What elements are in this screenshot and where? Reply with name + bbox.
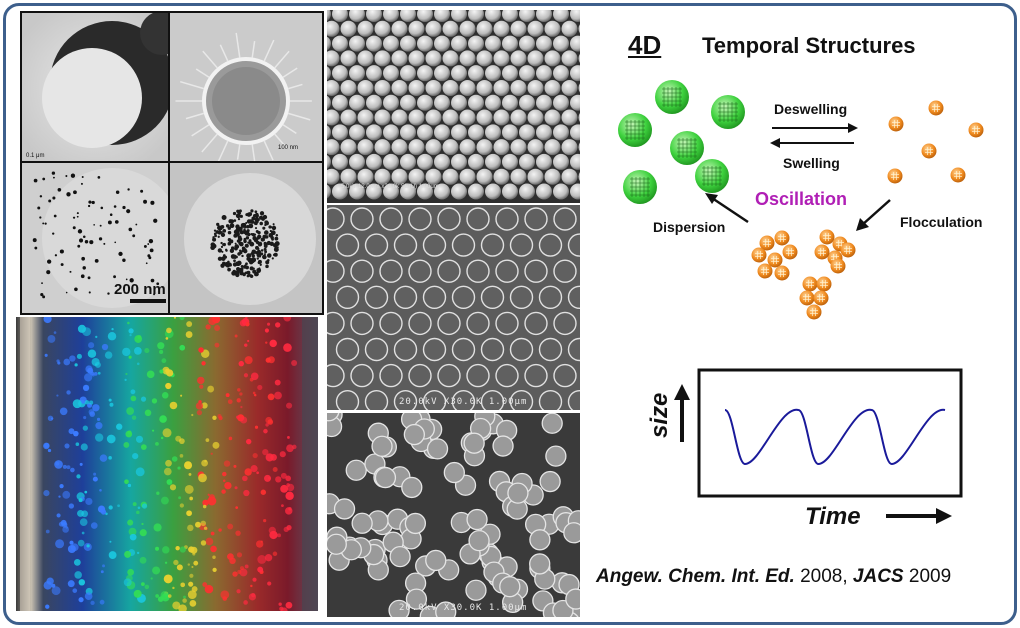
sem-image-ordered-rings: 20.0kV X30.0K 1.00μm — [327, 205, 580, 410]
tem-scale-label-2: 100 nm — [278, 145, 299, 151]
tem-image-spiky-sphere: 100 nm — [168, 11, 324, 165]
size-oscillation-curve — [724, 408, 946, 466]
collapsed-microgel — [806, 304, 822, 320]
tem-image-hollow-sphere: 0.1 μm — [20, 11, 172, 165]
citation-year-2: 2009 — [908, 566, 952, 587]
collapsed-microgel — [751, 247, 767, 263]
collapsed-microgel — [799, 290, 815, 306]
collapsed-microgel — [813, 290, 829, 306]
label-deswelling: Deswelling — [774, 101, 848, 117]
plot-xlabel: Time — [805, 503, 861, 530]
collapsed-microgel — [830, 258, 846, 274]
collapsed-microgel — [928, 100, 944, 116]
citation: Angew. Chem. Int. Ed. 2008, JACS 2009 — [596, 566, 951, 588]
collapsed-microgel — [840, 242, 856, 258]
tem-scale-label-1: 0.1 μm — [26, 153, 45, 159]
collapsed-microgel — [802, 276, 818, 292]
deswelling-arrow — [772, 123, 858, 133]
collapsed-microgel — [816, 276, 832, 292]
size-time-plot — [674, 368, 963, 524]
sem-image-close-packed-spheres: 5.0kV 12.0mm x20.0k SE(U) 1.00μm — [327, 10, 580, 203]
tem-image-particle-cluster — [168, 161, 324, 315]
collapsed-microgel — [888, 116, 904, 132]
sem-info-label-3: 20.0kV X30.0K 1.00μm — [399, 603, 528, 613]
collapsed-microgel — [757, 263, 773, 279]
tem-image-nanoparticles: 200 nm — [20, 161, 172, 315]
label-flocculation: Flocculation — [900, 214, 983, 230]
collapsed-microgel — [814, 244, 830, 260]
collapsed-microgel — [759, 235, 775, 251]
plot-frame — [697, 368, 963, 498]
photonic-crystal-photo — [16, 317, 318, 611]
swollen-microgel — [670, 131, 704, 165]
swelling-arrow — [770, 138, 854, 148]
y-axis-arrow — [674, 384, 690, 442]
collapsed-microgel — [782, 244, 798, 260]
dispersion-arrow — [705, 193, 749, 224]
citation-journal-2: JACS — [852, 566, 904, 587]
collapsed-microgel — [887, 168, 903, 184]
x-axis-arrow — [886, 508, 952, 524]
label-dispersion: Dispersion — [653, 219, 726, 235]
microgel-diagram — [618, 80, 984, 320]
collapsed-microgel — [921, 143, 937, 159]
collapsed-microgel — [767, 252, 783, 268]
diagram-title: Temporal Structures — [702, 33, 916, 58]
sem-info-label-2: 20.0kV X30.0K 1.00μm — [399, 397, 528, 407]
swollen-microgel — [655, 80, 689, 114]
diagram-title-4d: 4D — [628, 30, 662, 60]
sem-info-label-1: 5.0kV 12.0mm x20.0k SE(U) 1.00μm — [341, 184, 439, 190]
swollen-microgel — [623, 170, 657, 204]
flocculation-arrow — [856, 199, 891, 231]
swollen-microgel — [711, 95, 745, 129]
citation-journal-1: Angew. Chem. Int. Ed. — [596, 566, 795, 587]
swollen-microgel — [695, 159, 729, 193]
sem-image-aggregated-particles: 20.0kV X30.0K 1.00μm — [327, 413, 580, 617]
citation-year-1: 2008, — [800, 566, 848, 587]
collapsed-microgel — [774, 265, 790, 281]
collapsed-microgel — [774, 230, 790, 246]
collapsed-microgel — [950, 167, 966, 183]
collapsed-microgel — [968, 122, 984, 138]
tem-scale-label-3: 200 nm — [114, 281, 166, 298]
swollen-microgel — [618, 113, 652, 147]
collapsed-microgel — [819, 229, 835, 245]
plot-ylabel: size — [646, 392, 673, 438]
label-swelling: Swelling — [783, 155, 840, 171]
label-oscillation: Oscillation — [755, 189, 848, 209]
